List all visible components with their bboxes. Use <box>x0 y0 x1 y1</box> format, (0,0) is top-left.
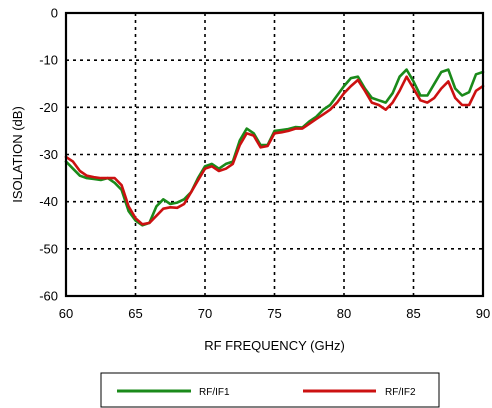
series-layer <box>64 68 485 227</box>
y-tick-label: 0 <box>51 6 58 21</box>
y-tick-label: -60 <box>39 289 58 304</box>
legend-label-rf-if2: RF/IF2 <box>385 387 416 398</box>
y-tick-label: -30 <box>39 147 58 162</box>
x-tick-label: 90 <box>476 306 490 321</box>
y-axis-title: ISOLATION (dB) <box>10 106 25 203</box>
y-tick-label: -50 <box>39 241 58 256</box>
series-line-rf-if1 <box>64 68 485 227</box>
series-line-rf-if2 <box>64 75 485 226</box>
y-axis-ticks: 0 -10 -20 -30 -40 -50 -60 <box>39 6 58 304</box>
y-tick-label: -20 <box>39 100 58 115</box>
y-tick-label: -10 <box>39 53 58 68</box>
legend-label-rf-if1: RF/IF1 <box>199 387 230 398</box>
x-tick-label: 65 <box>128 306 142 321</box>
x-tick-label: 85 <box>406 306 420 321</box>
plot-frame <box>64 11 485 298</box>
x-tick-label: 60 <box>59 306 73 321</box>
grid <box>66 13 483 296</box>
x-axis-title: RF FREQUENCY (GHz) <box>204 338 345 353</box>
x-tick-label: 75 <box>267 306 281 321</box>
y-tick-label: -40 <box>39 194 58 209</box>
x-axis-ticks: 60 65 70 75 80 85 90 <box>59 306 490 321</box>
x-tick-label: 80 <box>337 306 351 321</box>
x-tick-label: 70 <box>198 306 212 321</box>
